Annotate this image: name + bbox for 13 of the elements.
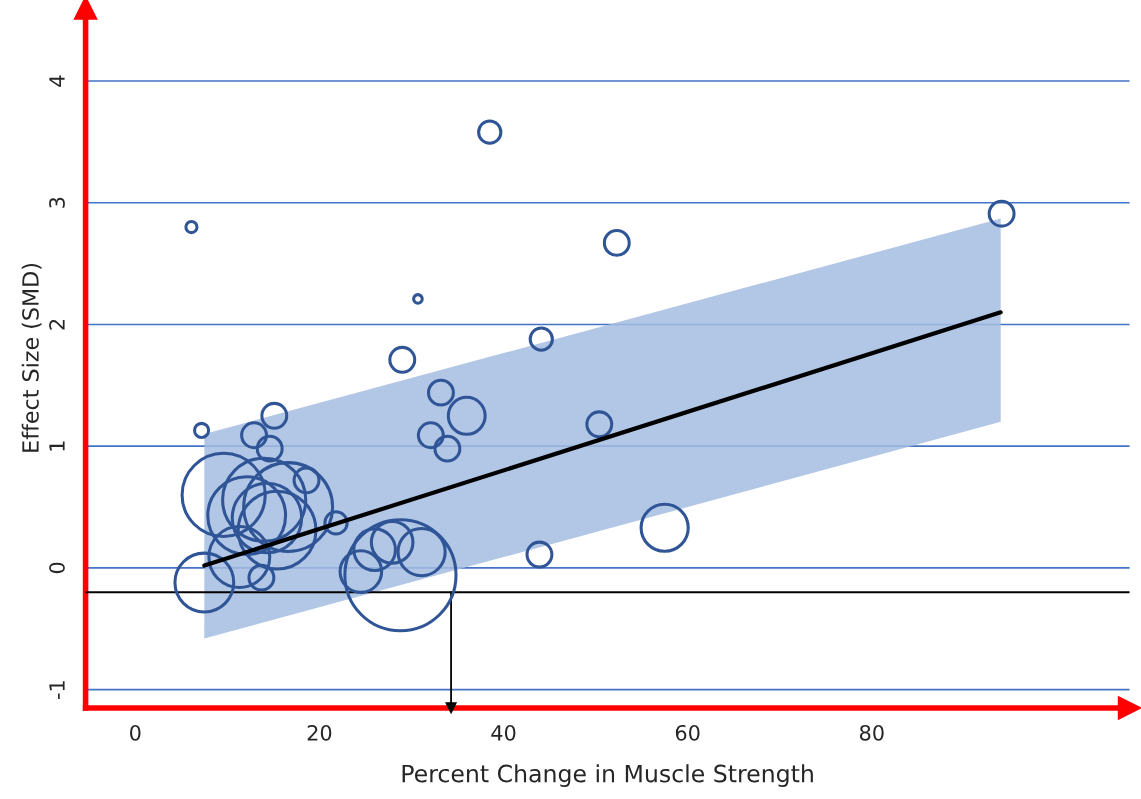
- x-tick-label: 40: [491, 724, 516, 741]
- x-tick-label: 0: [130, 724, 141, 741]
- y-tick-label: -1: [49, 681, 65, 700]
- y-tick-label: 3: [49, 197, 65, 208]
- y-tick-label: 4: [49, 75, 65, 87]
- y-tick-label: 0: [49, 562, 65, 574]
- x-axis-title: Percent Change in Muscle Strength: [402, 764, 813, 788]
- y-tick-label: 2: [49, 319, 65, 330]
- x-tick-label: 20: [307, 724, 332, 741]
- y-tick-label: 1: [49, 441, 65, 451]
- y-axis-title: Effect Size (SMD): [21, 263, 42, 452]
- x-tick-label: 80: [859, 724, 884, 741]
- x-tick-label: 60: [675, 724, 700, 741]
